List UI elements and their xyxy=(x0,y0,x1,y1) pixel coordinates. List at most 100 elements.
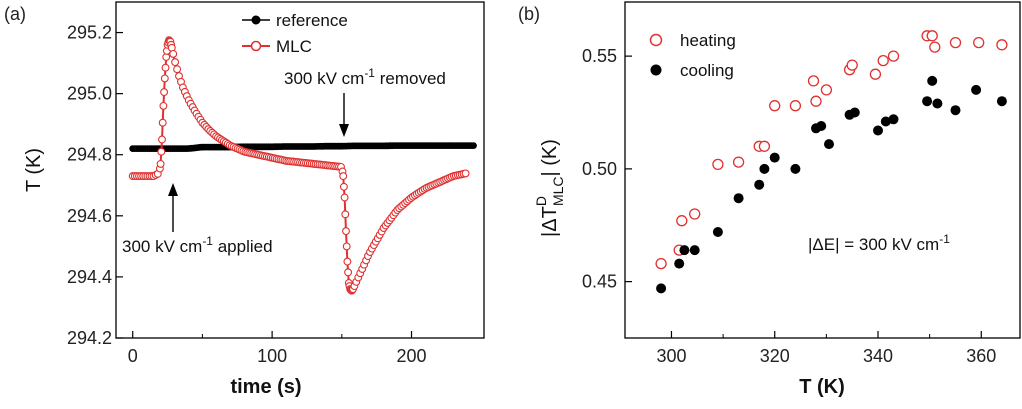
chart-a-plot-frame xyxy=(115,1,485,339)
chart-a-x-tick-label: 0 xyxy=(128,346,138,366)
cooling-point xyxy=(950,105,961,116)
mlc-point xyxy=(169,49,178,58)
cooling-point xyxy=(888,114,899,125)
cooling-series xyxy=(656,75,1007,294)
cooling-point xyxy=(824,139,834,150)
legend-label-reference: reference xyxy=(276,11,348,30)
chart-a-x-axis: 0 100 200 xyxy=(128,331,427,366)
chart-b-y-axis-title: |ΔTDMLC| (K) xyxy=(533,139,566,237)
cooling-point xyxy=(873,125,883,136)
chart-a-y-tick-label: 295.2 xyxy=(67,23,112,43)
mlc-point xyxy=(461,169,470,178)
heating-point xyxy=(712,158,724,171)
chart-a-legend: reference MLC xyxy=(242,11,348,56)
mlc-point xyxy=(160,88,169,97)
annotation-removed-text: 300 kV cm-1 removed xyxy=(284,66,446,88)
chart-a-x-tick-label: 100 xyxy=(257,346,287,366)
cooling-point xyxy=(679,245,690,256)
heating-point xyxy=(758,140,771,152)
legend-marker-heating xyxy=(649,33,663,47)
mlc-point xyxy=(343,257,352,266)
cooling-point xyxy=(712,227,723,237)
mlc-point xyxy=(159,101,168,110)
mlc-point xyxy=(160,74,169,83)
cooling-point xyxy=(790,163,801,174)
mlc-point xyxy=(156,159,165,168)
cooling-point xyxy=(922,96,933,107)
heating-point xyxy=(769,100,781,112)
chart-b-x-tick-label: 360 xyxy=(966,346,996,366)
legend-item-heating: heating xyxy=(649,31,736,50)
heating-point xyxy=(887,50,900,62)
chart-b-y-tick-label: 0.55 xyxy=(582,46,617,66)
chart-b-x-tick-label: 300 xyxy=(656,346,686,366)
cooling-point xyxy=(927,75,938,86)
heating-point xyxy=(789,100,802,112)
legend-marker-reference xyxy=(251,15,261,25)
cooling-point xyxy=(689,245,700,256)
chart-b-y-tick-label: 0.50 xyxy=(582,159,617,179)
chart-b-y-axis: 0.45 0.50 0.55 xyxy=(582,46,632,292)
heating-point xyxy=(732,156,745,168)
heating-point xyxy=(689,208,701,220)
cooling-point xyxy=(816,121,827,131)
chart-b: (b) 0.45 0.50 0.55 300 320 340 360 |ΔTDMLC| (… xyxy=(518,1,1021,398)
chart-a-y-tick-label: 295.0 xyxy=(67,84,112,104)
reference-series xyxy=(129,142,477,153)
legend-item-cooling: cooling xyxy=(650,61,734,80)
legend-label-heating: heating xyxy=(680,31,736,50)
chart-a-y-tick-label: 294.4 xyxy=(67,267,112,287)
mlc-point xyxy=(339,172,348,181)
panel-a-label: (a) xyxy=(4,4,26,24)
cooling-point xyxy=(754,179,765,190)
reference-point xyxy=(470,142,477,150)
cooling-point xyxy=(880,116,891,127)
chart-a-y-tick-label: 294.8 xyxy=(67,145,112,165)
mlc-point xyxy=(158,118,167,127)
mlc-point xyxy=(158,135,166,144)
cooling-point xyxy=(996,96,1007,107)
heating-point xyxy=(949,36,962,49)
chart-a: (a) 294.2 294.4 294.6 294.8 295.0 295.2 0 100 2… xyxy=(4,1,485,398)
legend-label-mlc: MLC xyxy=(276,37,312,56)
mlc-point xyxy=(342,242,351,251)
chart-b-annotation: |ΔE| = 300 kV cm-1 xyxy=(808,232,950,254)
heating-point xyxy=(926,30,938,42)
chart-a-y-axis: 294.2 294.4 294.6 294.8 295.0 295.2 xyxy=(67,23,123,348)
heating-point xyxy=(846,59,858,71)
annotation-applied-text: 300 kV cm-1 applied xyxy=(122,234,273,256)
legend-item-reference: reference xyxy=(242,11,348,30)
cooling-point xyxy=(932,98,943,109)
chart-b-x-axis-title: T (K) xyxy=(799,376,845,398)
annotation-applied: 300 kV cm-1 applied xyxy=(122,183,273,256)
heating-point xyxy=(929,41,941,53)
legend-marker-mlc xyxy=(250,40,262,52)
chart-a-x-tick-label: 200 xyxy=(396,346,426,366)
cooling-point xyxy=(733,193,744,204)
mlc-point xyxy=(339,182,348,191)
mlc-point xyxy=(344,268,353,277)
mlc-point xyxy=(171,58,180,67)
mlc-point xyxy=(157,147,166,156)
legend-item-mlc: MLC xyxy=(242,37,312,56)
heating-point xyxy=(820,84,833,96)
mlc-point xyxy=(173,65,182,74)
annotation-removed-arrowhead xyxy=(339,124,349,137)
chart-a-y-tick-label: 294.2 xyxy=(67,328,112,348)
chart-b-legend: heating cooling xyxy=(649,31,736,80)
mlc-point xyxy=(340,193,349,202)
legend-marker-cooling xyxy=(650,64,662,76)
chart-b-plot-frame xyxy=(624,1,1021,339)
cooling-point xyxy=(769,152,780,163)
mlc-point xyxy=(342,227,350,236)
panel-b-label: (b) xyxy=(518,4,540,24)
cooling-point xyxy=(849,107,860,118)
chart-b-y-tick-label: 0.45 xyxy=(582,272,617,292)
annotation-removed: 300 kV cm-1 removed xyxy=(284,66,446,137)
heating-point xyxy=(973,36,985,49)
annotation-applied-arrowhead xyxy=(168,183,178,196)
cooling-point xyxy=(674,258,685,269)
chart-a-x-axis-title: time (s) xyxy=(230,376,301,398)
heating-point xyxy=(676,215,688,227)
cooling-point xyxy=(656,283,667,294)
